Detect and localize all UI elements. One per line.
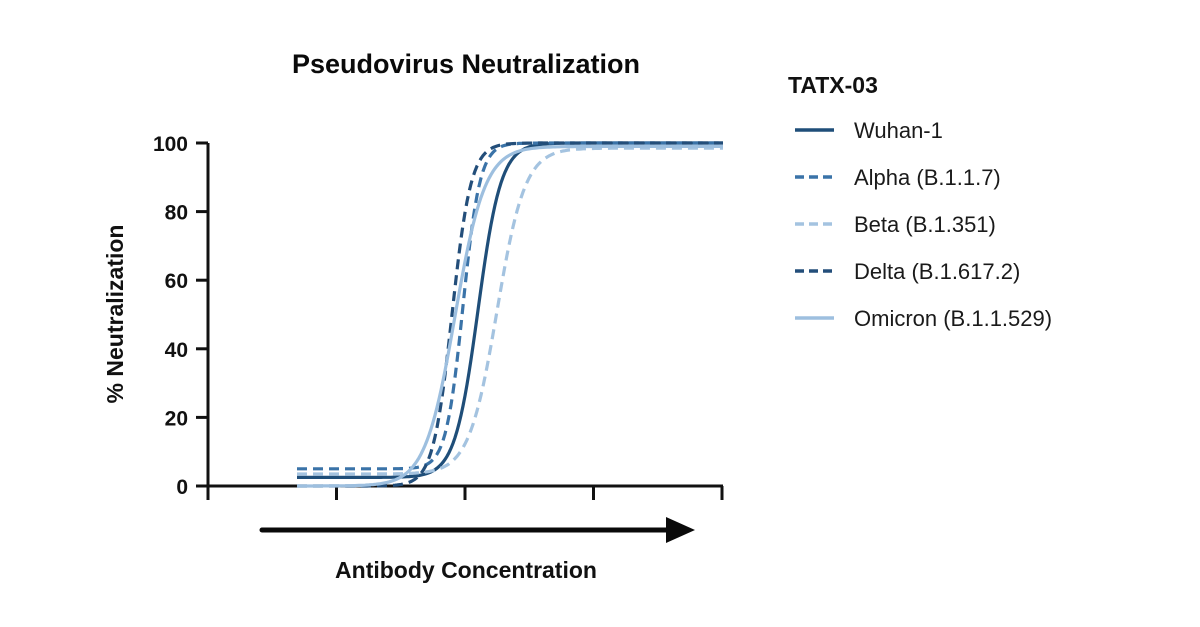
legend-item: Beta (B.1.351) bbox=[795, 212, 996, 237]
legend-label: Alpha (B.1.1.7) bbox=[854, 165, 1001, 190]
legend-item: Delta (B.1.617.2) bbox=[795, 259, 1020, 284]
legend-items: Wuhan-1 Alpha (B.1.1.7) Beta (B.1.351) Delt… bbox=[795, 118, 1052, 331]
arrow-head-icon bbox=[666, 517, 695, 543]
y-tick-label: 100 bbox=[153, 133, 188, 156]
curves bbox=[297, 141, 723, 488]
y-tick-label: 80 bbox=[165, 202, 188, 225]
legend-item: Omicron (B.1.1.529) bbox=[795, 306, 1052, 331]
legend-label: Wuhan-1 bbox=[854, 118, 943, 143]
legend-title: TATX-03 bbox=[788, 72, 878, 98]
curve-wuhan-1 bbox=[297, 141, 723, 479]
y-tick-label: 0 bbox=[176, 476, 188, 499]
legend-label: Delta (B.1.617.2) bbox=[854, 259, 1020, 284]
curve-omicron bbox=[297, 144, 723, 488]
x-ticks bbox=[206, 486, 724, 500]
axes: 0 20 40 60 80 100 bbox=[153, 133, 724, 500]
y-tick-label: 20 bbox=[165, 407, 188, 430]
x-axis-arrow bbox=[259, 517, 695, 543]
x-axis-label: Antibody Concentration bbox=[335, 557, 597, 583]
legend-label: Omicron (B.1.1.529) bbox=[854, 306, 1052, 331]
legend-item: Alpha (B.1.1.7) bbox=[795, 165, 1001, 190]
curve-beta bbox=[297, 146, 723, 476]
y-ticks: 0 20 40 60 80 100 bbox=[153, 133, 208, 499]
legend-item: Wuhan-1 bbox=[795, 118, 943, 143]
legend-label: Beta (B.1.351) bbox=[854, 212, 996, 237]
curve-alpha bbox=[297, 141, 723, 471]
chart-title: Pseudovirus Neutralization bbox=[292, 49, 640, 79]
y-axis-label: % Neutralization bbox=[102, 225, 128, 404]
curve-delta bbox=[297, 141, 723, 488]
y-tick-label: 60 bbox=[165, 270, 188, 293]
y-tick-label: 40 bbox=[165, 339, 188, 362]
legend: TATX-03 Wuhan-1 Alpha (B.1.1.7) Beta (B.1.… bbox=[788, 72, 1052, 331]
